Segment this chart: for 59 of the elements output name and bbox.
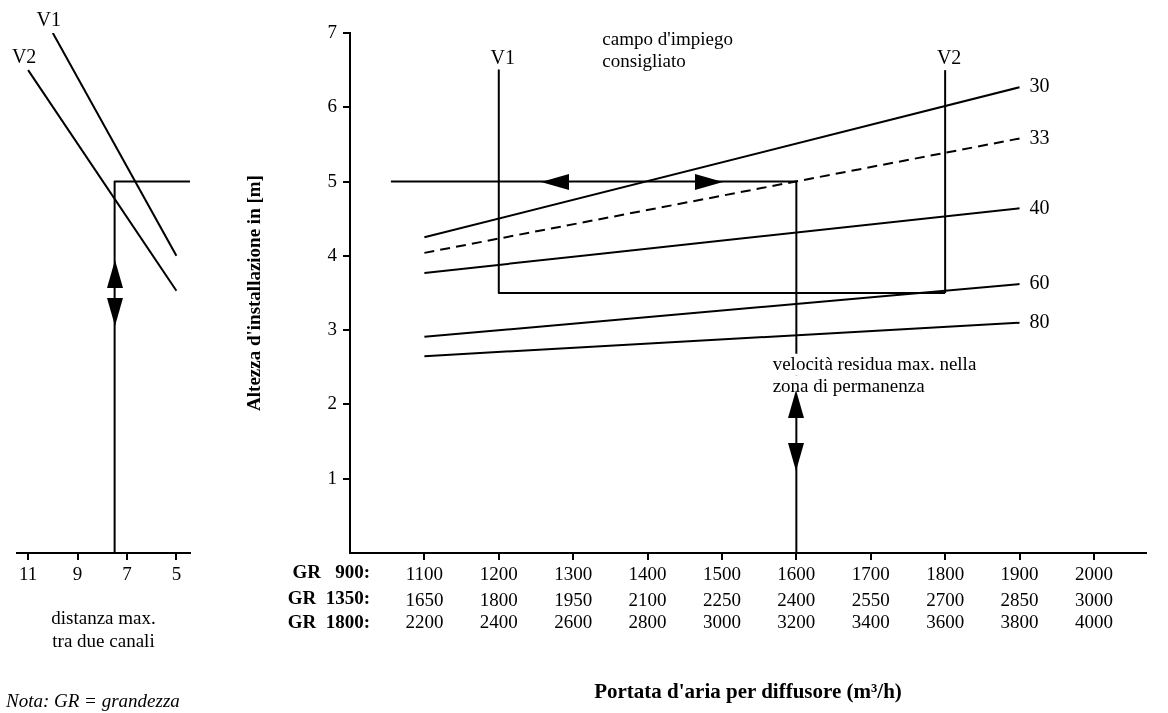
- x2-tick-label: 1650: [405, 589, 444, 611]
- x-tick-label: 1100: [405, 562, 444, 584]
- y-tick-label: 3: [327, 318, 337, 340]
- text: 3200: [777, 611, 816, 633]
- y-axis-title: Altezza d'installazione in [m]: [243, 175, 265, 411]
- x2-tick-label: 2700: [926, 589, 965, 611]
- text: GR 900:: [292, 561, 370, 583]
- annotation: velocità residua max. nella zona di permanenza: [772, 352, 977, 396]
- x2-tick-label: 3000: [1074, 589, 1113, 611]
- x-tick-label: 11: [18, 562, 38, 584]
- text: 2200: [405, 611, 444, 633]
- x2-tick-label: 1800: [479, 589, 518, 611]
- x2-tick-label: 1950: [554, 589, 593, 611]
- y-tick-label: 6: [327, 95, 337, 117]
- x-tick-label: 9: [72, 562, 83, 584]
- y-tick-label: 1: [327, 466, 337, 488]
- text: 3600: [926, 611, 965, 633]
- x-tick-label: 1400: [628, 562, 667, 584]
- x-tick-label: 1900: [1000, 562, 1039, 584]
- x-tick-label: 1600: [777, 562, 816, 584]
- text: 3000: [702, 611, 741, 633]
- series-label: 60: [1029, 271, 1050, 294]
- y-tick-label: 2: [327, 392, 337, 414]
- y-tick-label: 7: [327, 20, 337, 42]
- series-label: 80: [1029, 309, 1050, 332]
- series-label: V1: [490, 46, 516, 69]
- text: GR 1800:: [287, 611, 370, 633]
- x2-tick-label: 2250: [702, 589, 741, 611]
- x-tick-label: 1500: [702, 562, 741, 584]
- series-label: 33: [1029, 125, 1050, 148]
- series-label: V2: [11, 45, 37, 68]
- x2-tick-label: 2400: [777, 589, 816, 611]
- x-axis-title: distanza max. tra due canali: [51, 606, 156, 651]
- x2-tick-label: 2850: [1000, 589, 1039, 611]
- x-tick-label: 1200: [479, 562, 518, 584]
- x-tick-label: 1800: [926, 562, 965, 584]
- y-tick-label: 5: [327, 169, 337, 191]
- text: 2600: [554, 611, 593, 633]
- annotation: campo d'impiego consigliato: [602, 27, 733, 71]
- text: 2800: [628, 611, 667, 633]
- x-tick-label: 2000: [1074, 562, 1113, 584]
- text: 2400: [479, 611, 518, 633]
- series-label: 30: [1029, 74, 1050, 97]
- text: 3800: [1000, 611, 1039, 633]
- series-label: 40: [1029, 195, 1050, 218]
- series-label: V1: [36, 8, 62, 31]
- text: GR 1350:: [287, 587, 370, 609]
- x-axis-title: Portata d'aria per diffusore (m³/h): [594, 678, 902, 703]
- y-tick-label: 4: [327, 243, 338, 265]
- text: 3400: [851, 611, 890, 633]
- text: 4000: [1074, 611, 1113, 633]
- x2-tick-label: 2550: [851, 589, 890, 611]
- x-tick-label: 1700: [851, 562, 890, 584]
- series-label: V2: [936, 46, 962, 69]
- x-tick-label: 7: [122, 562, 132, 584]
- x-tick-label: 1300: [554, 562, 593, 584]
- x2-tick-label: 2100: [628, 589, 667, 611]
- text: Nota: GR = grandezza: [5, 689, 180, 711]
- x-tick-label: 5: [171, 562, 182, 584]
